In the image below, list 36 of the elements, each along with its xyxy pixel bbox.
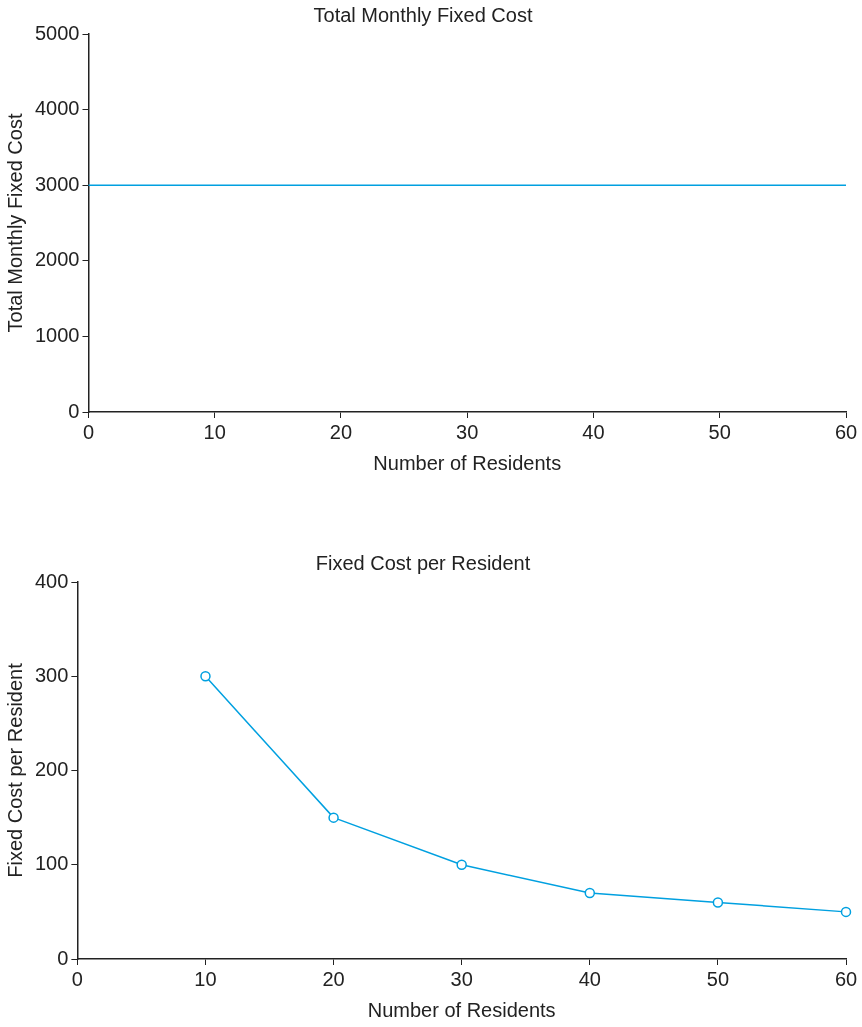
x-tick-label: 30 <box>456 420 479 443</box>
x-tick-label: 20 <box>329 420 353 443</box>
point <box>840 906 852 918</box>
y-tick-label: 300 <box>34 663 69 686</box>
chart-title: Total Monthly Fixed Cost <box>313 3 533 26</box>
x-tick-label: 50 <box>708 420 731 443</box>
x-axis-title: Number of Residents <box>367 998 556 1021</box>
x-tick-label: 40 <box>578 967 601 990</box>
point <box>456 859 467 870</box>
x-tick-label: 60 <box>834 967 858 990</box>
y-tick-label: 4000 <box>34 97 80 120</box>
y-tick-label: 0 <box>68 399 80 422</box>
y-tick-label: 2000 <box>34 248 80 271</box>
x-tick-label: 30 <box>450 967 473 990</box>
y-tick-label: 100 <box>34 852 69 875</box>
point <box>584 887 596 899</box>
y-tick-label: 1000 <box>34 323 80 346</box>
chart-title: Fixed Cost per Resident <box>315 551 531 574</box>
x-tick-label: 50 <box>706 967 730 990</box>
x-tick-label: 20 <box>322 967 345 990</box>
y-tick-label: 0 <box>57 946 69 969</box>
x-tick-label: 0 <box>82 420 95 443</box>
y-axis-title: Total Monthly Fixed Cost <box>3 113 26 333</box>
point <box>712 897 724 908</box>
y-tick-label: 200 <box>34 758 69 781</box>
x-axis-title: Number of Residents <box>373 451 562 474</box>
y-axis-title: Fixed Cost per Resident <box>3 662 26 878</box>
x-tick-label: 60 <box>834 420 858 443</box>
y-tick-label: 400 <box>34 569 69 592</box>
point <box>328 812 339 823</box>
x-tick-label: 40 <box>582 420 605 443</box>
x-tick-label: 10 <box>203 420 226 443</box>
y-tick-label: 5000 <box>34 21 80 44</box>
point <box>200 671 211 682</box>
x-tick-label: 10 <box>194 967 217 990</box>
y-tick-label: 3000 <box>34 172 80 195</box>
